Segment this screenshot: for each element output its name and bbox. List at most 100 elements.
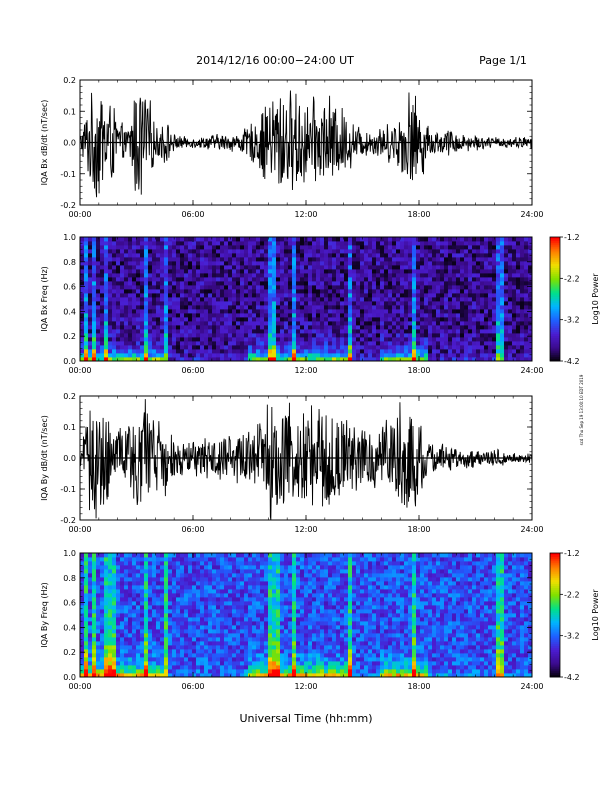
- spectrogram-cell: [160, 265, 165, 270]
- spectrogram-cell: [472, 289, 477, 294]
- spectrogram-cell: [152, 261, 157, 266]
- spectrogram-cell: [428, 353, 433, 358]
- spectrogram-cell: [396, 245, 401, 250]
- spectrogram-cell: [220, 277, 225, 282]
- spectrogram-cell: [172, 301, 177, 306]
- spectrogram-cell: [160, 645, 165, 650]
- spectrogram-cell: [500, 253, 505, 258]
- spectrogram-cell: [208, 249, 213, 254]
- spectrogram-cell: [228, 357, 233, 361]
- spectrogram-cell: [376, 325, 381, 330]
- spectrogram-cell: [428, 305, 433, 310]
- spectrogram-cell: [396, 357, 401, 361]
- spectrogram-cell: [272, 249, 277, 254]
- spectrogram-cell: [200, 245, 205, 250]
- spectrogram-cell: [232, 341, 237, 346]
- spectrogram-cell: [424, 289, 429, 294]
- spectrogram-cell: [524, 265, 529, 270]
- spectrogram-cell: [448, 257, 453, 262]
- spectrogram-cell: [484, 257, 489, 262]
- spectrogram-cell: [88, 629, 93, 634]
- spectrogram-cell: [412, 353, 417, 358]
- spectrogram-cell: [368, 349, 373, 354]
- spectrogram-cell: [120, 625, 125, 630]
- spectrogram-cell: [528, 245, 532, 250]
- spectrogram-cell: [476, 257, 481, 262]
- spectrogram-cell: [328, 309, 333, 314]
- spectrogram-cell: [308, 245, 313, 250]
- spectrogram-cell: [404, 357, 409, 361]
- spectrogram-cell: [368, 345, 373, 350]
- spectrogram-cell: [204, 281, 209, 286]
- spectrogram-cell: [404, 261, 409, 266]
- spectrogram-cell: [160, 641, 165, 646]
- spectrogram-cell: [276, 273, 281, 278]
- spectrogram-cell: [192, 249, 197, 254]
- spectrogram-cell: [268, 301, 273, 306]
- spectrogram-cell: [312, 261, 317, 266]
- colorbar-swatch: [550, 278, 560, 281]
- spectrogram-cell: [352, 293, 357, 298]
- spectrogram-cell: [340, 341, 345, 346]
- spectrogram-cell: [268, 277, 273, 282]
- spectrogram-cell: [440, 325, 445, 330]
- spectrogram-cell: [436, 285, 441, 290]
- spectrogram-cell: [436, 305, 441, 310]
- spectrogram-cell: [148, 573, 153, 578]
- spectrogram-cell: [396, 337, 401, 342]
- spectrogram-cell: [140, 289, 145, 294]
- spectrogram-cell: [84, 641, 89, 646]
- spectrogram-cell: [176, 569, 181, 574]
- spectrogram-cell: [400, 237, 405, 242]
- spectrogram-cell: [196, 349, 201, 354]
- spectrogram-cell: [328, 253, 333, 258]
- spectrogram-cell: [400, 293, 405, 298]
- spectrogram-cell: [192, 585, 197, 590]
- spectrogram-cell: [208, 257, 213, 262]
- spectrogram-cell: [188, 593, 193, 598]
- spectrogram-cell: [124, 637, 129, 642]
- spectrogram-cell: [256, 237, 261, 242]
- spectrogram-cell: [360, 333, 365, 338]
- spectrogram-cell: [516, 301, 521, 306]
- spectrogram-cell: [360, 349, 365, 354]
- spectrogram-cell: [296, 253, 301, 258]
- spectrogram-cell: [424, 253, 429, 258]
- spectrogram-cell: [512, 305, 517, 310]
- spectrogram-cell: [464, 245, 469, 250]
- spectrogram-cell: [112, 561, 117, 566]
- spectrogram-cell: [260, 301, 265, 306]
- spectrogram-cell: [168, 337, 173, 342]
- spectrogram-cell: [436, 337, 441, 342]
- spectrogram-cell: [388, 349, 393, 354]
- spectrogram-cell: [404, 265, 409, 270]
- spectrogram-cell: [124, 273, 129, 278]
- spectrogram-cell: [212, 661, 217, 666]
- spectrogram-cell: [256, 289, 261, 294]
- spectrogram-cell: [452, 309, 457, 314]
- spectrogram-cell: [80, 317, 85, 322]
- spectrogram-cell: [176, 625, 181, 630]
- spectrogram-cell: [396, 241, 401, 246]
- spectrogram-cell: [292, 253, 297, 258]
- spectrogram-cell: [136, 321, 141, 326]
- spectrogram-cell: [120, 289, 125, 294]
- spectrogram-cell: [496, 257, 501, 262]
- spectrogram-cell: [136, 357, 141, 361]
- spectrogram-cell: [108, 669, 113, 674]
- spectrogram-cell: [296, 277, 301, 282]
- spectrogram-cell: [196, 333, 201, 338]
- spectrogram-cell: [128, 557, 133, 562]
- spectrogram-cell: [88, 645, 93, 650]
- spectrogram-cell: [184, 641, 189, 646]
- spectrogram-cell: [112, 621, 117, 626]
- spectrogram-cell: [380, 293, 385, 298]
- spectrogram-cell: [116, 669, 121, 674]
- spectrogram-cell: [248, 245, 253, 250]
- spectrogram-cell: [276, 325, 281, 330]
- spectrogram-cell: [300, 265, 305, 270]
- spectrogram-cell: [316, 269, 321, 274]
- spectrogram-cell: [460, 349, 465, 354]
- spectrogram-cell: [368, 329, 373, 334]
- spectrogram-cell: [136, 317, 141, 322]
